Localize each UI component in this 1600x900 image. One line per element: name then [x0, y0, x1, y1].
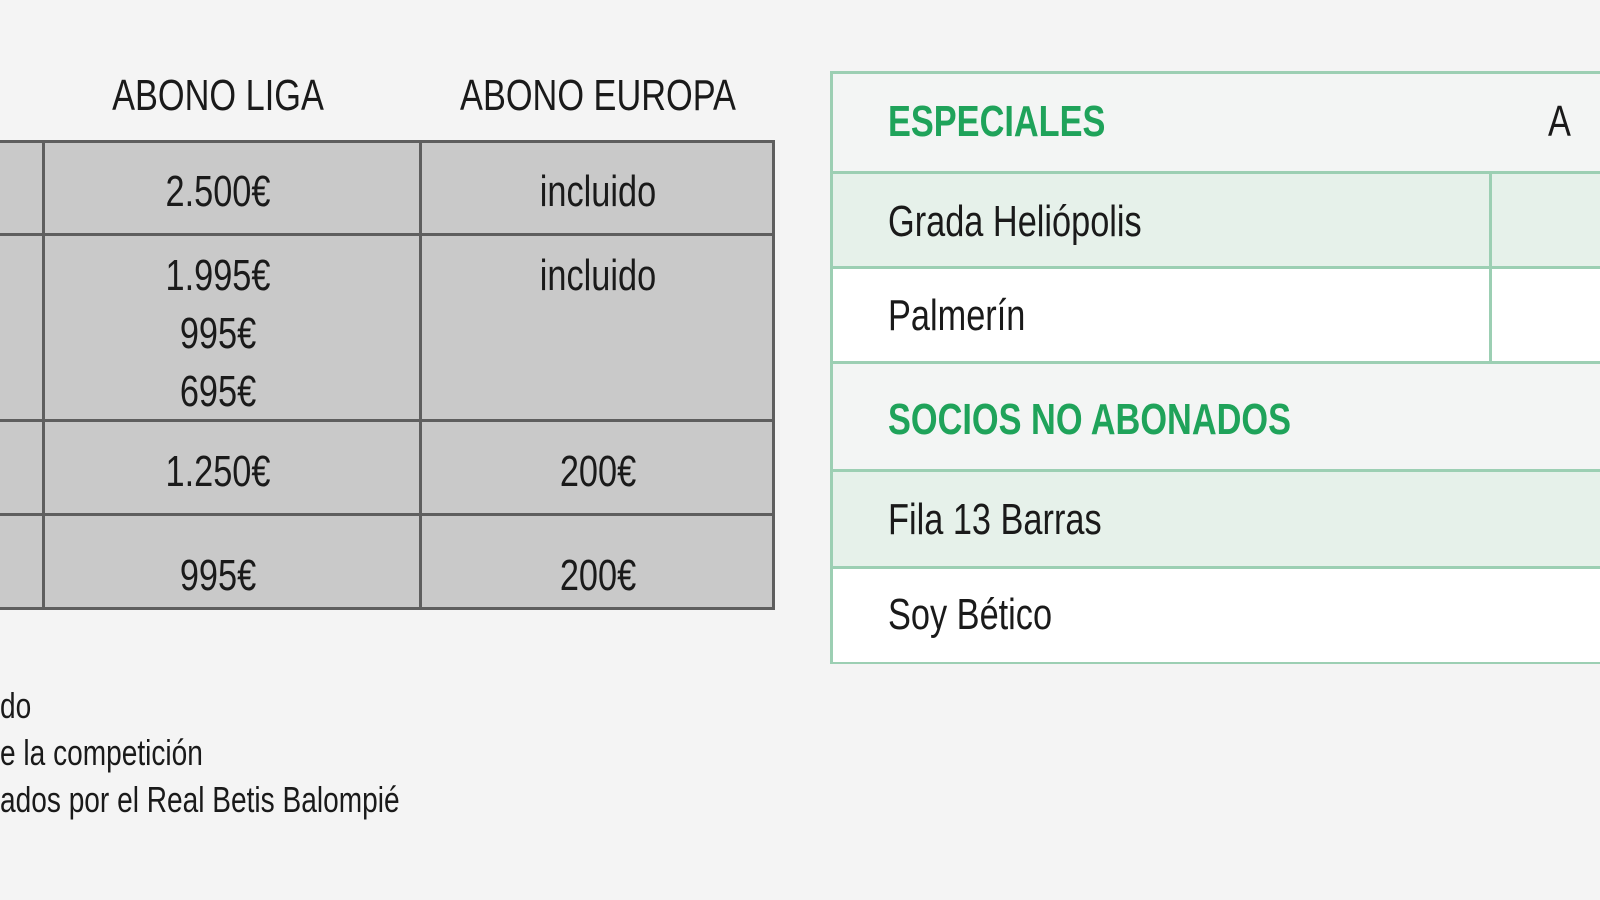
table-cell: 695€	[179, 367, 257, 416]
row-label: Soy Bético	[888, 590, 1053, 639]
table-cell: 995€	[179, 551, 257, 600]
row-label: Fila 13 Barras	[888, 495, 1102, 544]
header-abono-liga: ABONO LIGA	[112, 71, 324, 120]
row-label: Grada Heliópolis	[888, 197, 1142, 246]
footnote: e la competición	[0, 732, 203, 773]
row-label: Palmerín	[888, 291, 1026, 340]
table-cell: 1.995€	[165, 251, 271, 300]
table-cell: incluido	[539, 251, 657, 300]
table-cell: 995€	[179, 309, 257, 358]
section-title-socios-no-abonados: SOCIOS NO ABONADOS	[888, 395, 1291, 444]
footnote: ados por el Real Betis Balompié	[0, 779, 400, 820]
column-header-partial: A	[1548, 97, 1571, 146]
table-cell: 200€	[559, 447, 637, 496]
table-cell: 2.500€	[165, 167, 271, 216]
table-cell: 200€	[559, 551, 637, 600]
header-abono-europa: ABONO EUROPA	[460, 71, 736, 120]
section-title-especiales: ESPECIALES	[888, 97, 1106, 146]
footnote: do	[0, 685, 32, 726]
table-cell: 1.250€	[165, 447, 271, 496]
table-cell: incluido	[539, 167, 657, 216]
